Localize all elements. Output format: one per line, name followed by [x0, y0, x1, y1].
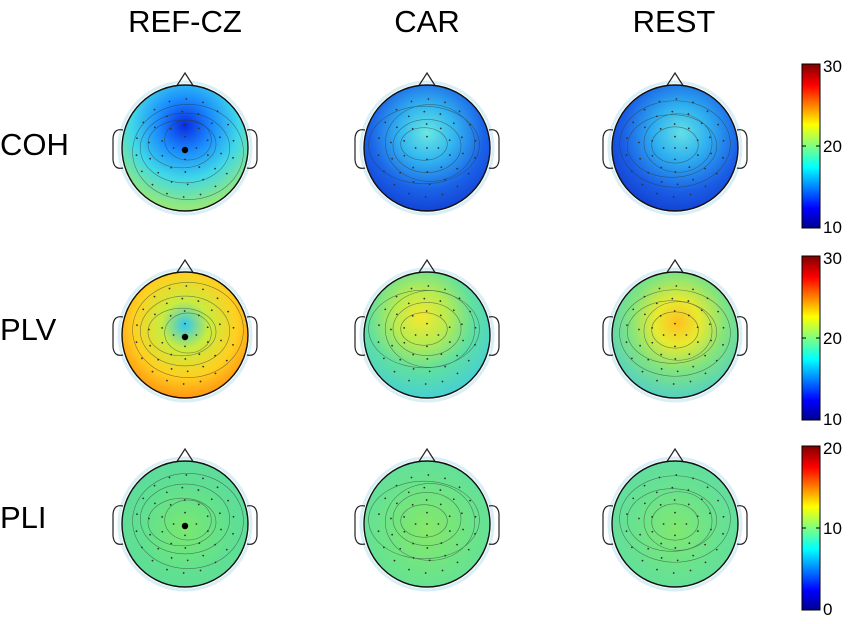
head-map-plv-car — [354, 258, 500, 403]
colorbar-coh-mid: 20 — [823, 137, 842, 156]
left-ear-outline — [112, 505, 124, 545]
contour-lines — [368, 104, 480, 185]
colorbar-coh-max: 30 — [823, 57, 842, 76]
electrode-dots — [377, 285, 477, 385]
head-outline — [611, 460, 739, 588]
reference-electrode-dot — [181, 146, 189, 154]
head-map-pli-rest — [602, 447, 748, 592]
colorbar-pli-mid: 10 — [823, 519, 842, 538]
left-ear-outline — [602, 129, 614, 169]
nose-outline — [665, 447, 685, 464]
reference-electrode-dot — [181, 333, 189, 341]
electrode-dots — [377, 98, 477, 198]
head-map-coh-rest — [602, 71, 748, 216]
colorbar-plv-mid: 20 — [823, 329, 842, 348]
row-title-plv: PLV — [0, 312, 57, 347]
head-outline — [363, 84, 491, 212]
contour-lines — [368, 289, 480, 369]
contour-lines — [619, 100, 731, 188]
right-ear-outline — [488, 316, 500, 356]
colorbar-coh: 30 20 10 — [801, 57, 842, 237]
colorbar-plv: 30 20 10 — [801, 249, 842, 429]
head-map-plv-ref-cz — [112, 258, 258, 403]
head-outline — [121, 271, 249, 399]
head-map-plv-rest — [602, 258, 748, 403]
column-title-car: CAR — [394, 4, 459, 39]
nose-outline — [665, 258, 685, 275]
contour-lines — [132, 104, 244, 200]
colorbar-pli-max: 20 — [823, 439, 842, 458]
head-map-pli-car — [354, 447, 500, 592]
head-map-coh-car — [354, 71, 500, 216]
nose-outline — [417, 258, 437, 275]
left-ear-outline — [354, 316, 366, 356]
electrode-dots — [377, 474, 477, 574]
reference-electrode-dot — [181, 522, 189, 530]
left-ear-outline — [112, 316, 124, 356]
nose-outline — [175, 258, 195, 275]
right-ear-outline — [246, 316, 258, 356]
colorbar-plv-min: 10 — [823, 410, 842, 429]
electrode-dots — [135, 98, 235, 198]
row-title-coh: COH — [0, 127, 69, 162]
right-ear-outline — [736, 505, 748, 545]
contour-lines — [619, 475, 731, 563]
electrode-dots — [135, 285, 235, 385]
right-ear-outline — [246, 505, 258, 545]
colorbar-pli: 20 10 0 — [801, 439, 842, 619]
nose-outline — [417, 447, 437, 464]
left-ear-outline — [354, 505, 366, 545]
contour-lines — [132, 282, 244, 378]
contour-lines — [368, 480, 480, 561]
right-ear-outline — [488, 129, 500, 169]
head-outline — [611, 84, 739, 212]
head-maps-grid — [112, 71, 748, 592]
right-ear-outline — [736, 129, 748, 169]
colorbar-plv-max: 30 — [823, 249, 842, 268]
head-outline — [611, 271, 739, 399]
head-outline — [363, 271, 491, 399]
left-ear-outline — [354, 129, 366, 169]
nose-outline — [175, 447, 195, 464]
column-title-rest: REST — [633, 4, 716, 39]
right-ear-outline — [246, 129, 258, 169]
left-ear-outline — [602, 505, 614, 545]
column-title-ref-cz: REF-CZ — [128, 4, 242, 39]
nose-outline — [175, 71, 195, 88]
row-title-pli: PLI — [0, 500, 47, 535]
left-ear-outline — [112, 129, 124, 169]
contour-lines — [132, 473, 244, 569]
nose-outline — [417, 71, 437, 88]
electrode-dots — [135, 474, 235, 574]
head-map-pli-ref-cz — [112, 447, 258, 592]
right-ear-outline — [736, 316, 748, 356]
head-outline — [121, 460, 249, 588]
electrode-dots — [625, 98, 725, 198]
electrode-dots — [625, 285, 725, 385]
head-outline — [363, 460, 491, 588]
colorbar-coh-min: 10 — [823, 218, 842, 237]
right-ear-outline — [488, 505, 500, 545]
colorbar-pli-min: 0 — [823, 600, 832, 619]
electrode-dots — [625, 474, 725, 574]
head-map-coh-ref-cz — [112, 71, 258, 216]
left-ear-outline — [602, 316, 614, 356]
head-outline — [121, 84, 249, 212]
nose-outline — [665, 71, 685, 88]
